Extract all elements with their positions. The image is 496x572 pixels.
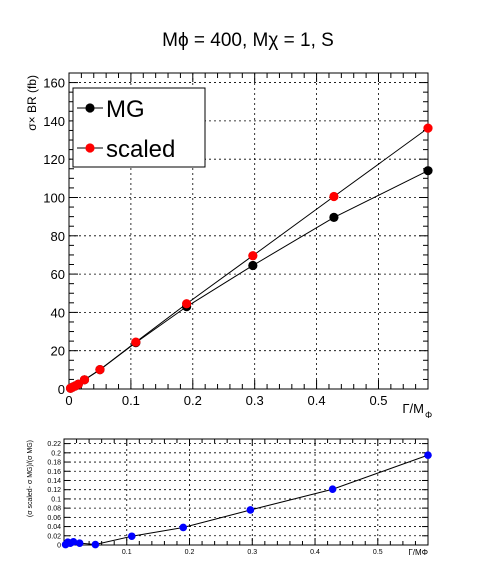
sub-y-tick-label: 0	[57, 543, 61, 550]
sub-y-tick-label: 0.06	[47, 515, 61, 522]
main-y-tick-label: 140	[43, 114, 65, 129]
ratio-data-point	[424, 451, 432, 459]
main-x-tick-label: 0.2	[184, 393, 202, 408]
data-point-scaled	[131, 337, 141, 347]
main-y-tick-label: 100	[43, 190, 65, 205]
legend-box	[72, 87, 206, 168]
sub-x-tick-label: 0.2	[185, 549, 195, 556]
data-point-scaled	[329, 191, 339, 202]
ratio-series-line	[65, 454, 429, 546]
sub-y-tick-label: 0.2	[51, 450, 61, 457]
main-y-tick-label: 160	[43, 76, 65, 91]
main-y-tick-label: 60	[51, 267, 65, 282]
sub-y-tick-label: 0.04	[47, 524, 61, 531]
ratio-data-point	[91, 540, 100, 549]
legend-label-MG: MG	[106, 96, 145, 123]
data-point-MG	[423, 166, 433, 176]
main-x-tick-label: 0.5	[369, 393, 387, 408]
main-plot-frame	[68, 72, 429, 390]
ratio-data-point	[179, 523, 188, 532]
sub-y-tick-label: 0.18	[47, 460, 61, 467]
main-x-axis-label-subscript: Φ	[425, 410, 432, 420]
sub-y-tick-label: 0.08	[47, 506, 61, 513]
series-line-MG	[70, 170, 429, 389]
sub-y-tick-label: 0.16	[47, 469, 61, 476]
sub-x-tick-label: 0.5	[373, 549, 383, 556]
main-y-axis-label: σ× BR (fb)	[25, 75, 39, 131]
sub-y-tick-label: 0.12	[47, 487, 61, 494]
sub-x-tick-label: 0.3	[247, 549, 257, 556]
sub-y-tick-label: 0.14	[47, 478, 61, 485]
sub-y-tick-label: 0.1	[51, 496, 61, 503]
main-y-tick-label: 80	[51, 229, 65, 244]
chart-title: Mϕ = 400, Mχ = 1, S	[162, 30, 334, 51]
main-x-tick-label: 0	[65, 393, 72, 408]
ratio-data-point	[328, 485, 337, 494]
sub-x-tick-label: 0.1	[122, 549, 132, 556]
sub-y-axis-label: (σ scaled- σ MG)/(σ MG)	[27, 440, 34, 517]
legend-label-scaled: scaled	[106, 136, 175, 163]
ratio-data-point	[69, 537, 78, 546]
main-x-tick-label: 0.4	[308, 393, 326, 408]
sub-x-axis-label: Γ/MΦ	[408, 548, 428, 557]
data-point-scaled	[95, 365, 105, 375]
ratio-data-point	[127, 532, 136, 541]
sub-y-tick-label: 0.22	[47, 441, 61, 448]
sub-x-tick-label: 0.4	[310, 549, 320, 556]
data-point-scaled	[248, 251, 258, 261]
data-point-scaled	[423, 123, 433, 133]
sub-plot-frame	[63, 438, 429, 546]
sub-y-tick-label: 0.02	[47, 533, 61, 540]
main-y-tick-label: 120	[43, 152, 65, 167]
legend-marker-scaled	[85, 143, 95, 153]
data-point-scaled	[79, 375, 90, 385]
main-y-tick-label: 40	[51, 305, 65, 320]
main-x-tick-label: 0.1	[122, 393, 140, 408]
legend-marker-MG	[85, 103, 95, 113]
main-y-tick-label: 0	[58, 382, 65, 397]
main-x-axis-label: Γ/M	[402, 401, 424, 416]
data-point-scaled	[182, 299, 192, 309]
data-point-MG	[248, 260, 258, 271]
main-x-tick-label: 0.3	[246, 393, 264, 408]
data-point-MG	[329, 212, 339, 223]
ratio-data-point	[75, 539, 84, 547]
ratio-data-point	[246, 506, 255, 514]
main-y-tick-label: 20	[51, 344, 65, 359]
